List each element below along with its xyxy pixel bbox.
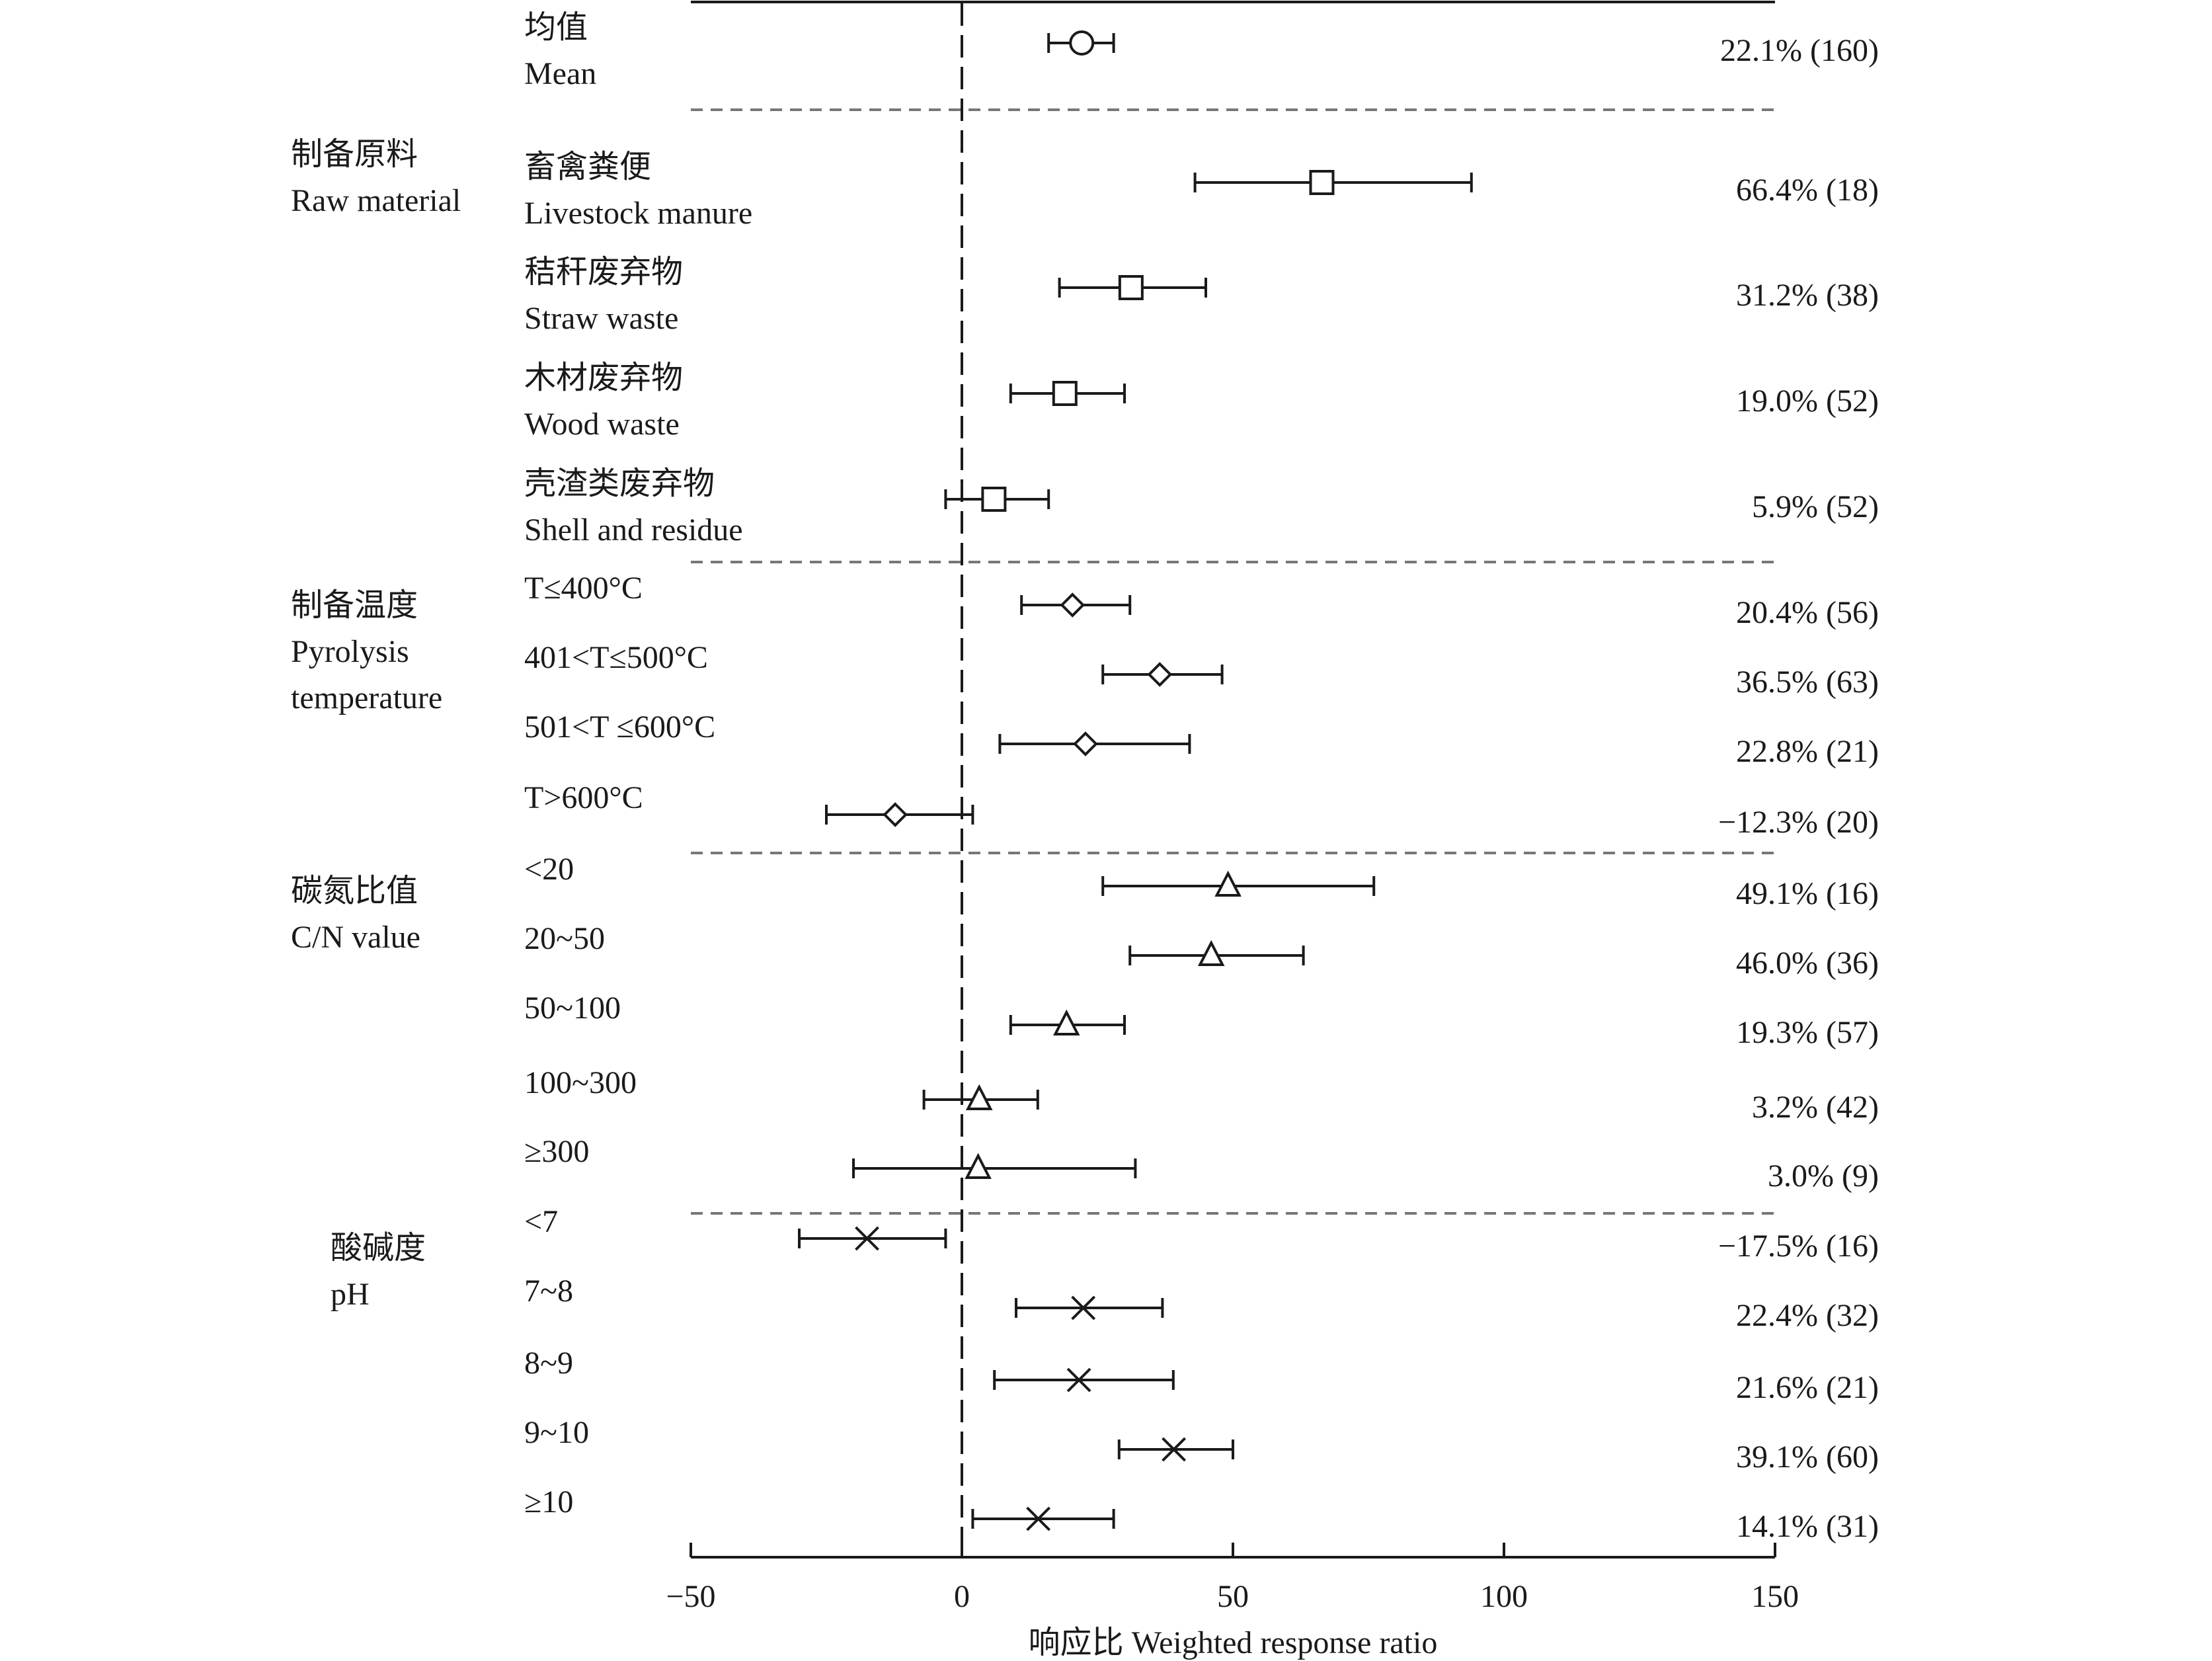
row-annotation: 3.2% (42) [1752, 1090, 1879, 1125]
group-label: C/N value [291, 920, 420, 955]
row-label: 7~8 [524, 1274, 573, 1309]
row-annotation: 20.4% (56) [1736, 595, 1879, 630]
row-annotation: 22.8% (21) [1736, 734, 1879, 769]
point-marker [1118, 275, 1144, 300]
row-label-en: Shell and residue [524, 512, 743, 547]
row-label: ≥300 [524, 1134, 589, 1169]
row-annotation: 22.4% (32) [1736, 1298, 1879, 1333]
group-label: 制备温度 [291, 588, 418, 623]
x-tick-label: 100 [1480, 1579, 1528, 1614]
row-label: 20~50 [524, 921, 605, 956]
point-marker [1069, 30, 1095, 56]
point-marker [1026, 1506, 1051, 1531]
row-label: <7 [524, 1204, 558, 1239]
point-marker [883, 802, 908, 827]
row-label: <20 [524, 852, 574, 887]
row-annotation: 19.0% (52) [1736, 384, 1879, 419]
row-label-cn: 壳渣类废弃物 [524, 466, 715, 501]
data-marks [798, 30, 1473, 1531]
row-annotation: −17.5% (16) [1718, 1229, 1879, 1264]
point-marker [1066, 1367, 1091, 1393]
row-label: ≥10 [524, 1484, 573, 1519]
row-label: 50~100 [524, 991, 621, 1026]
row-label-en: Mean [524, 56, 596, 91]
separator-layer [691, 3, 1775, 1557]
row-annotation: 46.0% (36) [1736, 946, 1879, 981]
point-marker-stroke [1162, 1437, 1187, 1462]
row-annotation: 21.6% (21) [1736, 1370, 1879, 1405]
x-tick-label: 0 [954, 1579, 970, 1614]
group-label: temperature [291, 680, 442, 715]
row-annotation: 31.2% (38) [1736, 278, 1879, 313]
row-label: 8~9 [524, 1346, 573, 1381]
point-marker-stroke [855, 1226, 879, 1251]
point-marker [1052, 1009, 1080, 1035]
point-marker [1162, 1437, 1187, 1462]
row-label-cn: 木材废弃物 [524, 360, 683, 395]
point-marker-stroke [1071, 1295, 1096, 1320]
row-label-cn: 秸秆废弃物 [524, 255, 683, 290]
point-marker [981, 487, 1007, 512]
row-annotation: 49.1% (16) [1736, 876, 1879, 911]
group-label: 碳氮比值 [291, 873, 418, 909]
point-marker [1060, 592, 1086, 618]
group-label: Pyrolysis [291, 634, 409, 669]
row-label-cn: 畜禽粪便 [524, 149, 651, 184]
group-label: Raw material [291, 183, 461, 218]
row-label: 9~10 [524, 1415, 589, 1450]
row-label: T≤400°C [524, 571, 643, 606]
point-marker [1214, 870, 1242, 897]
row-label-cn: 均值 [524, 10, 588, 45]
row-label: T>600°C [524, 780, 643, 815]
row-annotation: 19.3% (57) [1736, 1015, 1879, 1050]
row-annotation: 5.9% (52) [1752, 489, 1879, 524]
point-marker-stroke [1026, 1506, 1051, 1531]
point-marker [965, 1084, 993, 1110]
row-label-en: Wood waste [524, 407, 680, 442]
point-marker [965, 1153, 992, 1179]
row-annotation: −12.3% (20) [1718, 805, 1879, 840]
x-tick-label: −50 [666, 1579, 715, 1614]
x-axis-title: 响应比 Weighted response ratio [1029, 1625, 1438, 1660]
row-annotation: 3.0% (9) [1768, 1158, 1879, 1194]
point-marker [855, 1226, 879, 1251]
row-label: 501<T ≤600°C [524, 709, 715, 745]
row-label: 401<T≤500°C [524, 640, 708, 675]
x-axis: −50 0 50 100 150 [666, 1, 1799, 1614]
point-marker [1052, 381, 1078, 406]
row-label-en: Straw waste [524, 301, 678, 336]
row-annotation: 39.1% (60) [1736, 1439, 1879, 1475]
point-marker [1071, 1295, 1096, 1320]
point-marker-stroke [1066, 1367, 1091, 1393]
point-marker [1073, 731, 1098, 756]
point-marker [1309, 170, 1335, 195]
x-tick-label: 50 [1217, 1579, 1249, 1614]
row-annotation: 22.1% (160) [1720, 33, 1879, 68]
row-label: 100~300 [524, 1065, 637, 1100]
row-labels: 均值 Mean 22.1% (160) 制备原料 Raw material 畜禽粪便 Liv… [291, 10, 1879, 1544]
row-label-en: Livestock manure [524, 196, 752, 231]
row-annotation: 36.5% (63) [1736, 665, 1879, 700]
point-marker [1197, 940, 1225, 966]
point-marker [1147, 662, 1173, 687]
x-tick-label: 150 [1751, 1579, 1799, 1614]
group-label: 酸碱度 [331, 1231, 426, 1266]
row-annotation: 14.1% (31) [1736, 1509, 1879, 1544]
group-label: 制备原料 [291, 137, 418, 172]
group-label: pH [331, 1277, 370, 1312]
row-annotation: 66.4% (18) [1736, 173, 1879, 208]
